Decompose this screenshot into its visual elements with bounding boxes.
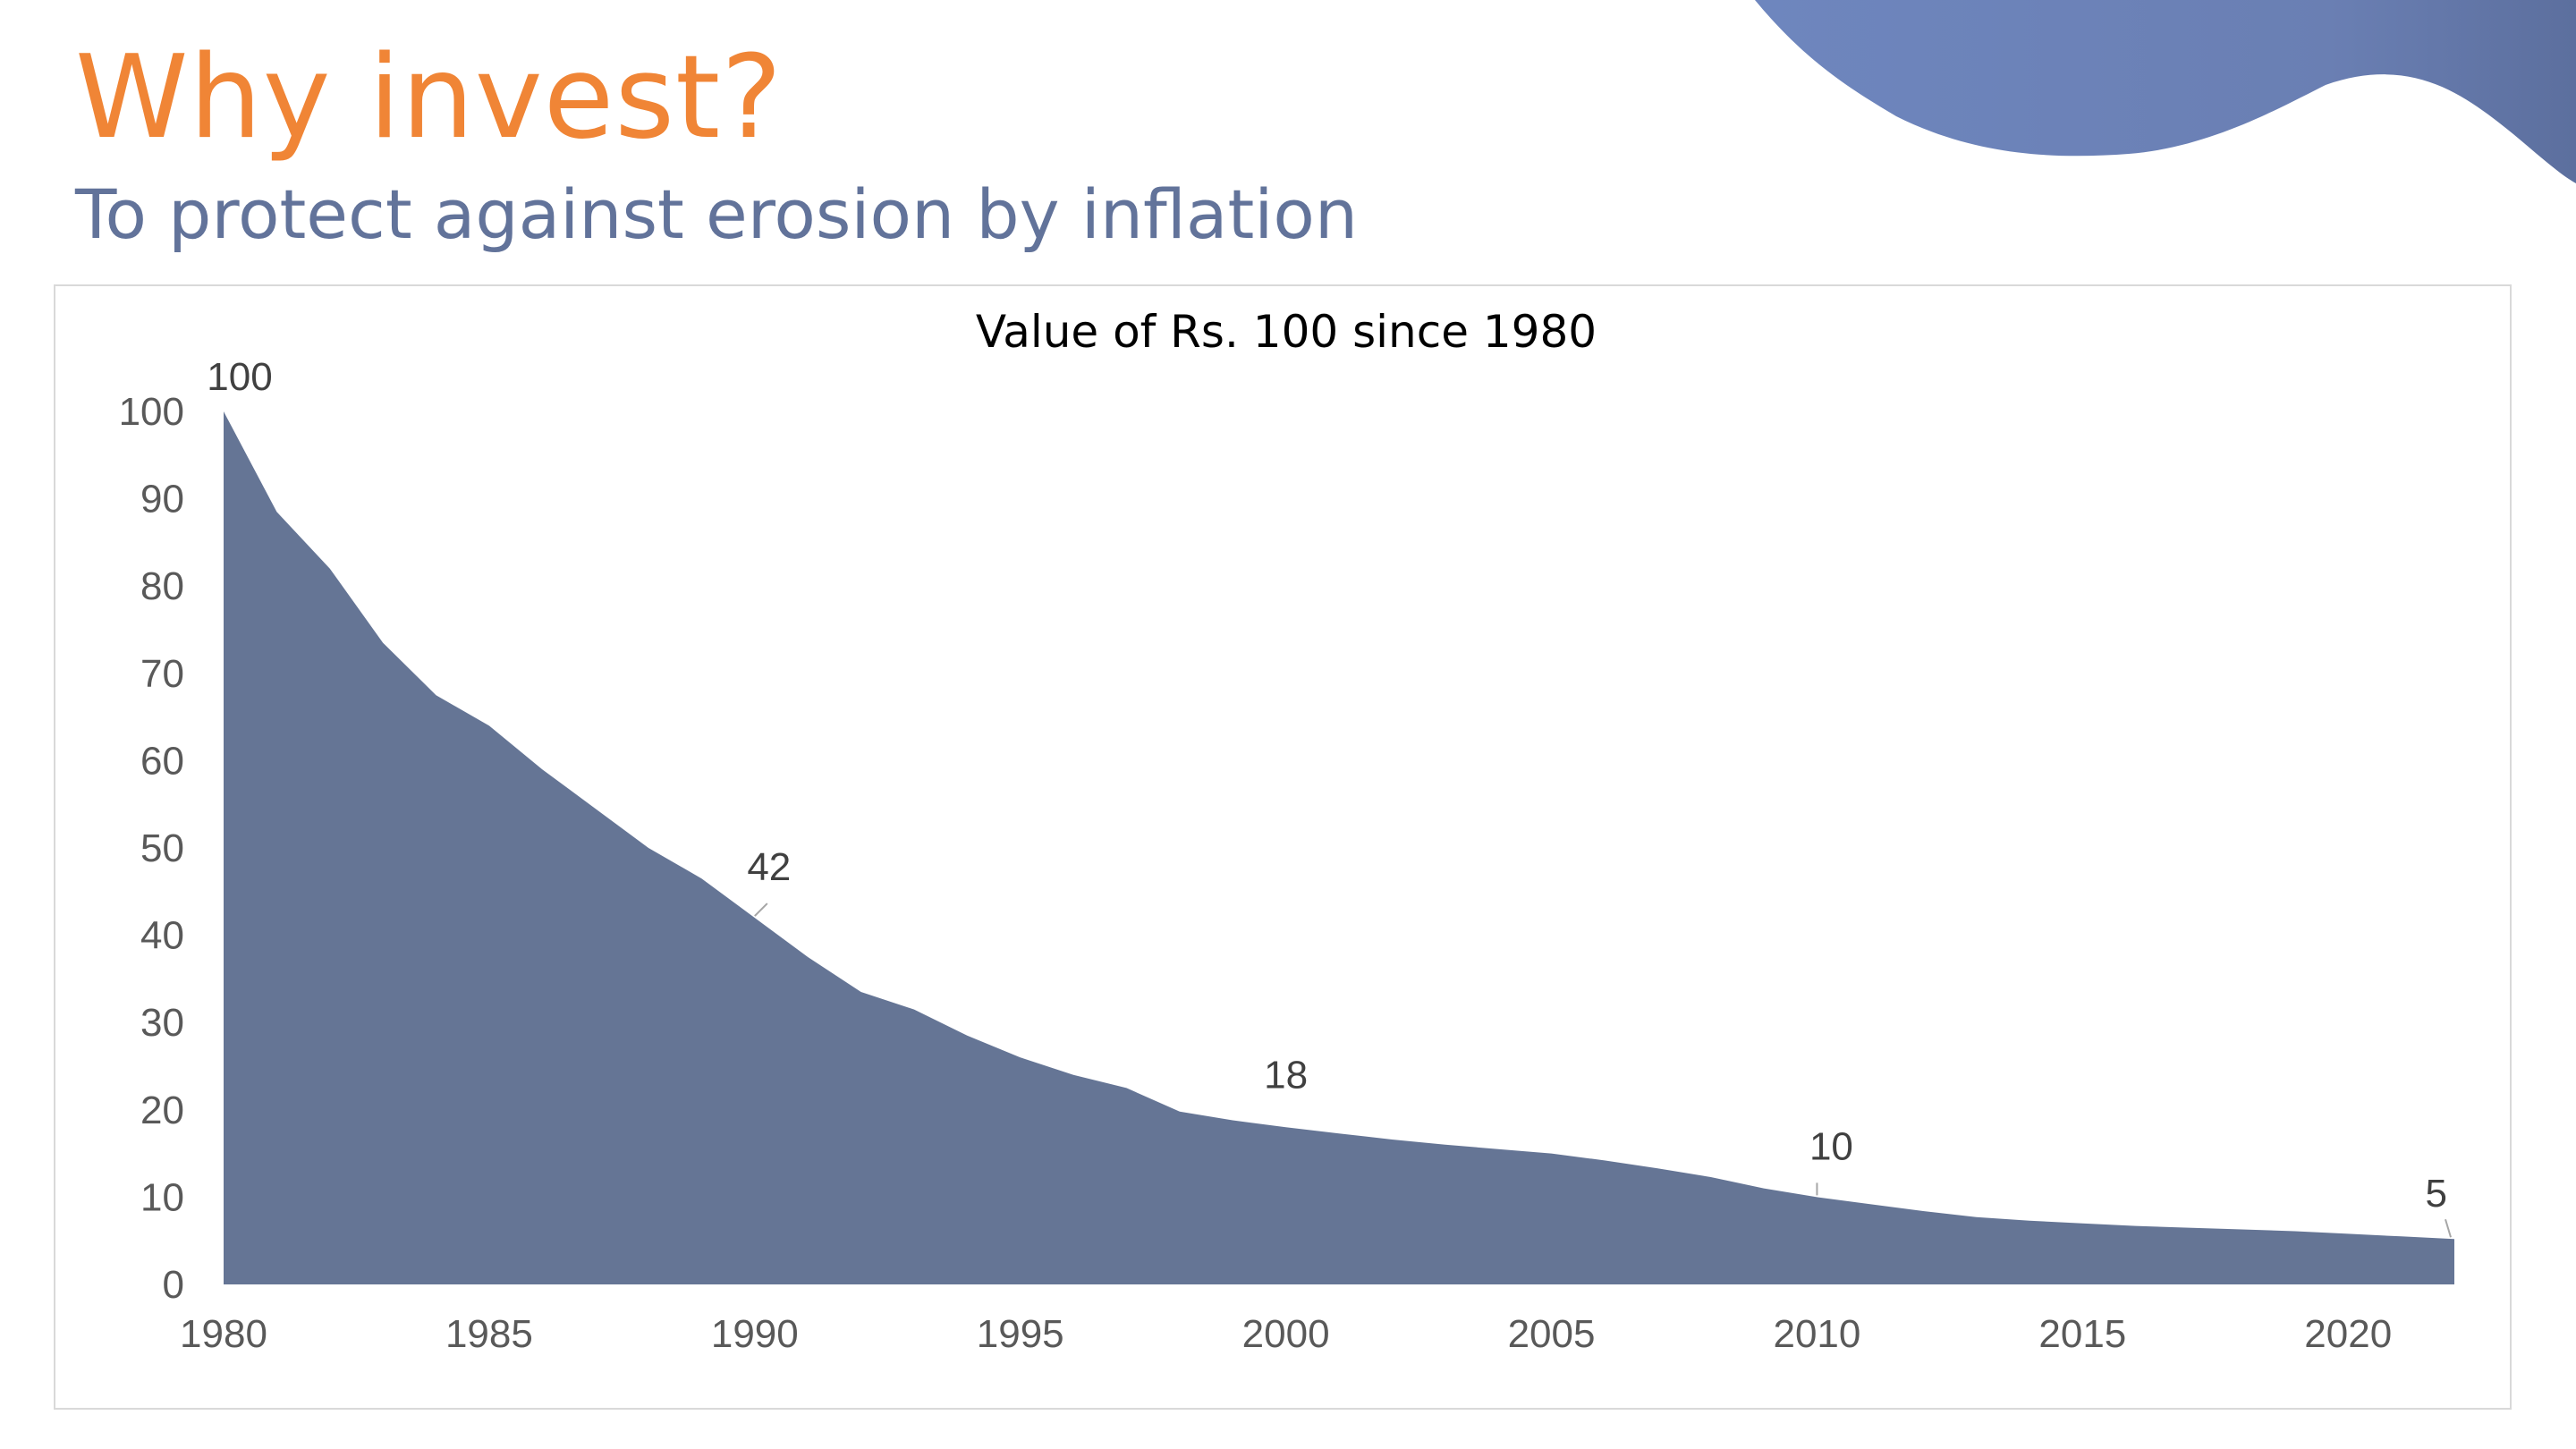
chart-container: Value of Rs. 100 since 1980 0 10 20 30 40 50 6… (54, 284, 2512, 1410)
page-subtitle: To protect against erosion by inflation (75, 174, 1359, 254)
x-tick-label: 2000 (1242, 1312, 1330, 1356)
data-label: 18 (1264, 1053, 1308, 1097)
leader-line (754, 902, 768, 917)
chart-title: Value of Rs. 100 since 1980 (976, 306, 1597, 358)
y-tick-label: 100 (119, 390, 184, 434)
data-label: 10 (1809, 1124, 1853, 1168)
y-tick-label: 0 (163, 1263, 184, 1307)
x-tick-label: 2015 (2038, 1312, 2126, 1356)
x-tick-label: 2005 (1508, 1312, 1596, 1356)
y-tick-label: 50 (140, 826, 184, 870)
x-tick-label: 1995 (977, 1312, 1064, 1356)
y-tick-label: 60 (140, 739, 184, 783)
x-tick-label: 2020 (2304, 1312, 2392, 1356)
page-title: Why invest? (75, 31, 784, 165)
leader-line (2445, 1218, 2452, 1238)
y-axis: 0 10 20 30 40 50 60 70 80 90 100 (119, 390, 184, 1307)
x-tick-label: 1990 (711, 1312, 799, 1356)
area-layer (224, 411, 2454, 1284)
area-chart: Value of Rs. 100 since 1980 0 10 20 30 40 50 6… (119, 306, 2454, 1356)
data-label: 5 (2426, 1172, 2447, 1216)
data-label: 100 (207, 355, 272, 399)
data-label: 42 (747, 845, 791, 889)
y-tick-label: 30 (140, 1001, 184, 1045)
y-tick-label: 80 (140, 564, 184, 608)
area-series (224, 411, 2454, 1284)
x-tick-label: 2010 (1773, 1312, 1860, 1356)
y-tick-label: 10 (140, 1175, 184, 1219)
y-tick-label: 20 (140, 1089, 184, 1132)
x-tick-label: 1985 (445, 1312, 533, 1356)
x-axis: 1980 1985 1990 1995 2000 2005 2010 2015 2020 (180, 1312, 2392, 1356)
y-tick-label: 70 (140, 652, 184, 696)
y-tick-label: 90 (140, 478, 184, 521)
y-tick-label: 40 (140, 914, 184, 958)
x-tick-label: 1980 (180, 1312, 267, 1356)
data-labels: 100 42 18 10 5 (207, 355, 2452, 1238)
